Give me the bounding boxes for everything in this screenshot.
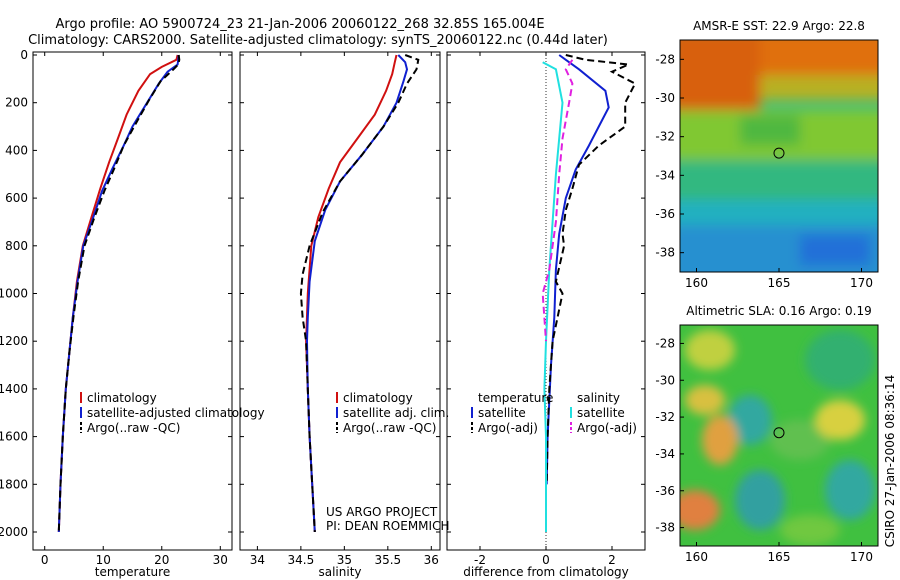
map-y-tick-label: -38	[655, 246, 675, 260]
map-y-tick-label: -34	[655, 168, 675, 182]
project-text-line-2: PI: DEAN ROEMMICH	[326, 519, 449, 533]
legend-label: Argo(-adj)	[577, 421, 637, 435]
y-tick-label: 600	[5, 191, 28, 205]
float-position-marker	[773, 147, 785, 159]
series-line	[545, 54, 610, 485]
legend-label: Argo(-adj)	[478, 421, 538, 435]
series-line	[305, 54, 409, 533]
sla-map-image	[680, 325, 878, 546]
project-text-line-1: US ARGO PROJECT	[326, 505, 438, 519]
series-line	[542, 61, 564, 532]
series-line	[545, 54, 637, 485]
float-position-marker	[773, 427, 785, 439]
y-tick-label: 1000	[0, 287, 28, 301]
x-tick-label: -2	[474, 553, 486, 567]
y-tick-label: 200	[5, 96, 28, 110]
x-tick-label: 20	[154, 553, 169, 567]
map-title: Altimetric SLA: 0.16 Argo: 0.19	[686, 304, 871, 318]
map-x-tick-label: 160	[685, 550, 708, 564]
x-tick-label: 0	[41, 553, 49, 567]
legend-label: Argo(..raw -QC)	[87, 421, 180, 435]
series-line	[299, 54, 420, 533]
x-axis-label: temperature	[95, 565, 170, 579]
y-tick-label: 1800	[0, 477, 28, 491]
series-line	[57, 54, 180, 533]
x-tick-label: 35.5	[374, 553, 401, 567]
x-axis-label: difference from climatology	[463, 565, 629, 579]
legend-heading: salinity	[577, 391, 620, 405]
legend-label: satellite	[577, 406, 625, 420]
y-tick-label: 1600	[0, 430, 28, 444]
x-tick-label: 2	[608, 553, 616, 567]
sst-map-image	[680, 40, 878, 272]
x-tick-label: 34	[250, 553, 265, 567]
legend-label: satellite adj. clim.	[343, 406, 449, 420]
x-tick-label: 36	[424, 553, 439, 567]
legend-label: climatology	[343, 391, 413, 405]
series-line	[541, 59, 574, 342]
x-tick-label: 10	[96, 553, 111, 567]
x-tick-label: 30	[213, 553, 228, 567]
map-y-tick-label: -36	[655, 207, 675, 221]
legend-label: satellite-adjusted climatology	[87, 406, 265, 420]
map-y-tick-label: -28	[655, 52, 675, 66]
title-line-2: Climatology: CARS2000. Satellite-adjuste…	[28, 33, 608, 48]
legend-label: climatology	[87, 391, 157, 405]
panel-1-frame	[32, 51, 233, 551]
map-x-tick-label: 160	[685, 276, 708, 290]
y-tick-label: 1400	[0, 382, 28, 396]
map-y-tick-label: -38	[655, 521, 675, 535]
series-line	[57, 54, 181, 533]
map-y-tick-label: -36	[655, 484, 675, 498]
x-tick-label: 0	[542, 553, 550, 567]
map-title: AMSR-E SST: 22.9 Argo: 22.8	[693, 19, 865, 33]
map-x-tick-label: 165	[768, 550, 791, 564]
map-y-tick-label: -34	[655, 447, 675, 461]
map-x-tick-label: 170	[850, 550, 873, 564]
map-y-tick-label: -30	[655, 91, 675, 105]
legend-label: satellite	[478, 406, 526, 420]
x-tick-label: 34.5	[288, 553, 315, 567]
map-y-tick-label: -30	[655, 373, 675, 387]
x-axis-label: salinity	[318, 565, 361, 579]
chart-layer: 0 10 20 30temperature0200400600800100012001…	[0, 19, 879, 579]
map-y-tick-label: -28	[655, 336, 675, 350]
map-y-tick-label: -32	[655, 130, 675, 144]
map-y-tick-label: -32	[655, 410, 675, 424]
y-tick-label: 800	[5, 239, 28, 253]
map-x-tick-label: 165	[768, 276, 791, 290]
side-label: CSIRO 27-Jan-2006 08:36:14	[883, 375, 897, 547]
title-line-1: Argo profile: AO 5900724_23 21-Jan-2006 …	[55, 17, 544, 32]
legend-label: Argo(..raw -QC)	[343, 421, 436, 435]
y-tick-label: 1200	[0, 334, 28, 348]
panel-2-frame	[239, 51, 441, 551]
y-tick-label: 2000	[0, 525, 28, 539]
legend-heading: temperature	[478, 391, 553, 405]
map-x-tick-label: 170	[850, 276, 873, 290]
y-tick-label: 400	[5, 143, 28, 157]
x-tick-label: 35	[337, 553, 352, 567]
y-tick-label: 0	[20, 48, 28, 62]
